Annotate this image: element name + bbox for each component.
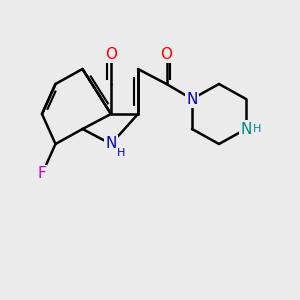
- Text: F: F: [38, 167, 46, 182]
- Text: H: H: [253, 124, 261, 134]
- Text: N: N: [240, 122, 252, 136]
- Text: N: N: [105, 136, 117, 152]
- Text: O: O: [160, 46, 172, 62]
- Text: O: O: [105, 46, 117, 62]
- Text: N: N: [186, 92, 198, 106]
- Text: H: H: [117, 148, 125, 158]
